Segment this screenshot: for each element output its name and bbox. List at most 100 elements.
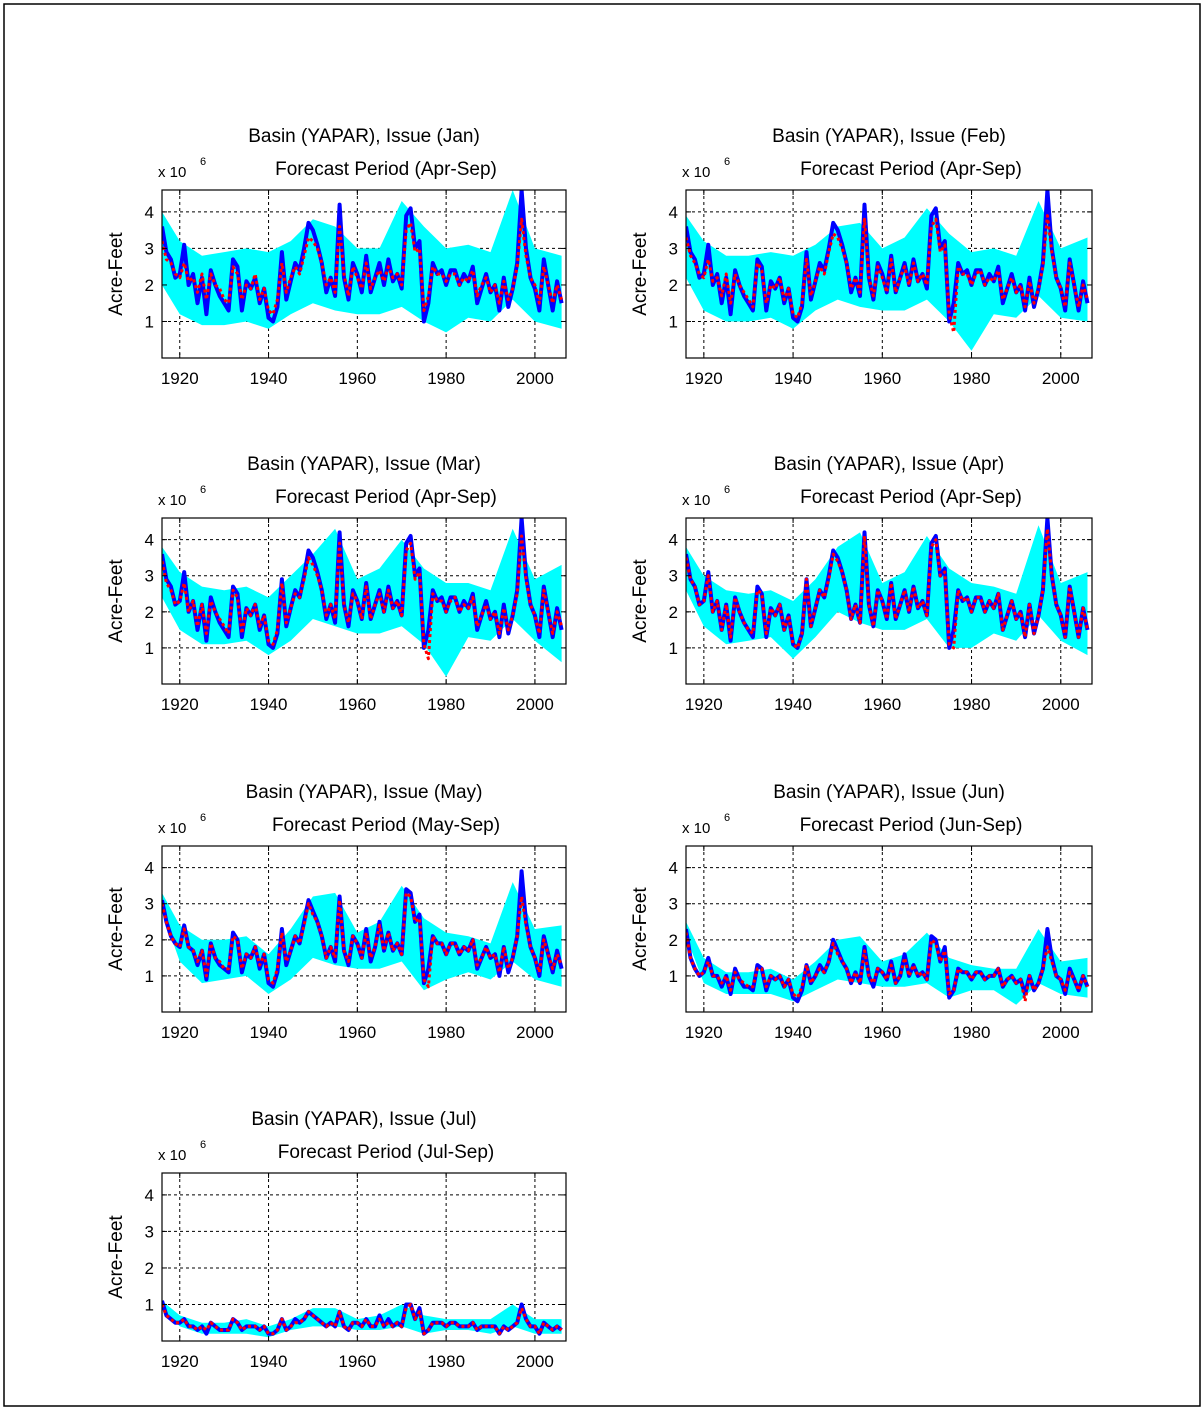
x-tick-label: 1940 — [250, 1023, 288, 1042]
axes-box — [161, 517, 567, 685]
x-tick-label: 1940 — [774, 369, 812, 388]
observed-series-line — [686, 190, 1090, 324]
chart-title: Basin (YAPAR), Issue (Mar) — [247, 454, 481, 475]
axes-box — [685, 189, 1093, 359]
y-tick-label: 2 — [145, 276, 154, 295]
exponent-power: 6 — [724, 484, 730, 496]
exponent-power: 6 — [200, 812, 206, 824]
y-tick-label: 2 — [669, 603, 678, 622]
y-tick-label: 1 — [145, 312, 154, 331]
y-tick-label: 4 — [669, 203, 678, 222]
y-tick-label: 4 — [669, 859, 678, 878]
x-tick-label: 1920 — [161, 695, 199, 714]
chart-title: Basin (YAPAR), Issue (Jun) — [773, 782, 1005, 803]
x-tick-label: 2000 — [516, 1023, 554, 1042]
x-tick-label: 1940 — [250, 1352, 288, 1371]
x-tick-label: 1980 — [953, 695, 991, 714]
y-tick-label: 1 — [669, 967, 678, 986]
forecast-series-line — [686, 932, 1089, 1003]
y-axis-label: Acre-Feet — [106, 232, 127, 316]
x-tick-label: 1920 — [685, 369, 723, 388]
y-tick-label: 4 — [145, 859, 154, 878]
y-tick-label: 1 — [145, 639, 154, 658]
y-axis-label: Acre-Feet — [630, 559, 651, 643]
chart-subtitle: Forecast Period (May-Sep) — [272, 815, 500, 836]
y-tick-label: 4 — [145, 531, 154, 550]
forecast-series-line — [162, 217, 564, 316]
y-tick-label: 3 — [145, 567, 154, 586]
x-tick-label: 1980 — [427, 1023, 465, 1042]
y-tick-label: 4 — [669, 531, 678, 550]
plot-area — [162, 1173, 566, 1341]
y-tick-label: 3 — [145, 239, 154, 258]
chart-panel-3: Basin (YAPAR), Issue (Mar) x 10 6 Forecast … — [106, 454, 567, 714]
y-tick-label: 2 — [145, 603, 154, 622]
x-tick-label: 1960 — [863, 695, 901, 714]
x-tick-label: 1980 — [427, 695, 465, 714]
forecast-series-line — [686, 214, 1089, 334]
y-tick-label: 1 — [669, 312, 678, 331]
exponent-label: x 10 — [158, 1147, 186, 1164]
chart-title: Basin (YAPAR), Issue (Apr) — [774, 454, 1005, 475]
ensemble-band — [686, 201, 1088, 351]
x-tick-label: 1960 — [338, 695, 376, 714]
chart-subtitle: Forecast Period (Apr-Sep) — [275, 487, 497, 508]
x-tick-label: 1940 — [774, 695, 812, 714]
y-tick-label: 3 — [669, 895, 678, 914]
forecast-series-line — [162, 891, 563, 989]
y-tick-label: 1 — [145, 1295, 154, 1314]
y-axis-label: Acre-Feet — [106, 1215, 127, 1299]
y-tick-label: 4 — [145, 203, 154, 222]
x-tick-label: 1980 — [427, 1352, 465, 1371]
y-tick-label: 4 — [145, 1186, 154, 1205]
x-tick-label: 2000 — [516, 695, 554, 714]
x-tick-label: 2000 — [1042, 369, 1080, 388]
x-tick-label: 1960 — [338, 369, 376, 388]
chart-panel-4: Basin (YAPAR), Issue (Apr) x 10 6 Forecast … — [630, 454, 1093, 714]
chart-subtitle: Forecast Period (Apr-Sep) — [800, 487, 1022, 508]
exponent-label: x 10 — [682, 492, 710, 509]
chart-subtitle: Forecast Period (Apr-Sep) — [800, 159, 1022, 180]
y-tick-label: 1 — [669, 639, 678, 658]
chart-title: Basin (YAPAR), Issue (May) — [246, 782, 483, 803]
axes-box — [161, 1172, 567, 1342]
forecast-series-line — [162, 1303, 563, 1336]
y-tick-label: 3 — [669, 239, 678, 258]
x-tick-label: 1920 — [161, 1352, 199, 1371]
chart-subtitle: Forecast Period (Jun-Sep) — [800, 815, 1023, 836]
exponent-label: x 10 — [158, 492, 186, 509]
x-tick-label: 1980 — [427, 369, 465, 388]
exponent-power: 6 — [200, 484, 206, 496]
x-tick-label: 1960 — [863, 369, 901, 388]
y-axis-label: Acre-Feet — [106, 887, 127, 971]
y-tick-label: 1 — [145, 967, 154, 986]
chart-panel-6: Basin (YAPAR), Issue (Jun) x 10 6 Forecast … — [630, 782, 1093, 1042]
exponent-power: 6 — [200, 1139, 206, 1151]
exponent-power: 6 — [200, 156, 206, 168]
chart-title: Basin (YAPAR), Issue (Jul) — [251, 1109, 476, 1130]
axes-box — [685, 845, 1093, 1013]
y-tick-label: 3 — [145, 895, 154, 914]
x-tick-label: 1980 — [953, 369, 991, 388]
x-tick-label: 1920 — [161, 369, 199, 388]
x-tick-label: 1940 — [250, 369, 288, 388]
exponent-label: x 10 — [158, 820, 186, 837]
x-tick-label: 2000 — [516, 369, 554, 388]
x-tick-label: 1980 — [953, 1023, 991, 1042]
x-tick-label: 2000 — [1042, 695, 1080, 714]
chart-title: Basin (YAPAR), Issue (Feb) — [772, 126, 1006, 147]
x-tick-label: 1960 — [863, 1023, 901, 1042]
x-tick-label: 2000 — [1042, 1023, 1080, 1042]
axes-box — [161, 845, 567, 1013]
y-axis-label: Acre-Feet — [630, 887, 651, 971]
x-tick-label: 1940 — [250, 695, 288, 714]
chart-subtitle: Forecast Period (Apr-Sep) — [275, 159, 497, 180]
observed-series-line — [686, 518, 1090, 650]
observed-series-line — [162, 518, 564, 650]
exponent-label: x 10 — [158, 164, 186, 181]
chart-panel-1: Basin (YAPAR), Issue (Jan) x 10 6 Forecast … — [106, 126, 567, 388]
chart-panel-5: Basin (YAPAR), Issue (May) x 10 6 Forecast … — [106, 782, 567, 1042]
x-tick-label: 2000 — [516, 1352, 554, 1371]
